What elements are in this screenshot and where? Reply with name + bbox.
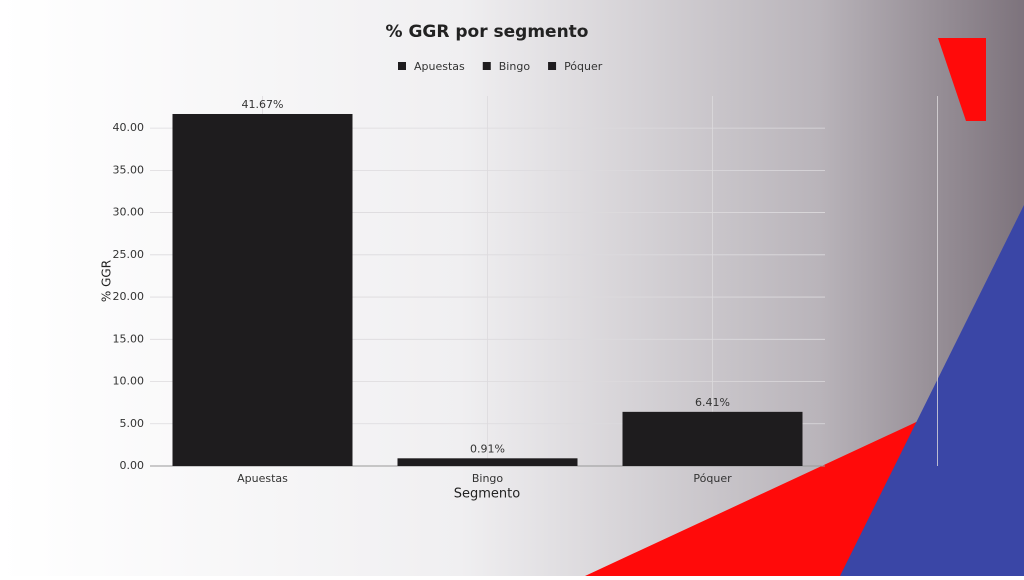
data-label: 41.67%	[242, 98, 284, 111]
bar	[622, 411, 803, 466]
bar	[397, 458, 578, 466]
legend-swatch	[548, 62, 557, 70]
x-tick-label: Bingo	[472, 472, 504, 485]
legend-swatch	[398, 62, 406, 70]
y-tick-label: 10.00	[113, 375, 145, 388]
y-tick-label: 0.00	[120, 459, 145, 472]
chart-title: % GGR por segmento	[386, 22, 589, 42]
x-tick-label: Póquer	[693, 472, 732, 485]
data-label: 0.91%	[470, 442, 505, 455]
bar	[172, 113, 353, 466]
y-tick-label: 5.00	[120, 417, 145, 430]
legend-label: Bingo	[499, 60, 531, 73]
y-tick-label: 35.00	[113, 163, 145, 176]
legend-label: Apuestas	[414, 60, 465, 73]
decor-blue	[840, 205, 1024, 576]
y-tick-label: 25.00	[113, 248, 145, 261]
y-tick-label: 15.00	[113, 332, 145, 345]
y-tick-label: 40.00	[113, 121, 145, 134]
data-label: 6.41%	[695, 396, 730, 409]
decor-red-top	[938, 38, 986, 121]
y-axis-title: % GGR	[100, 260, 114, 302]
y-tick-label: 20.00	[113, 290, 145, 303]
legend-label: Póquer	[564, 60, 603, 73]
legend-swatch	[482, 62, 491, 70]
y-tick-label: 30.00	[113, 206, 145, 219]
x-tick-label: Apuestas	[237, 472, 288, 485]
x-axis-title: Segmento	[454, 487, 521, 502]
